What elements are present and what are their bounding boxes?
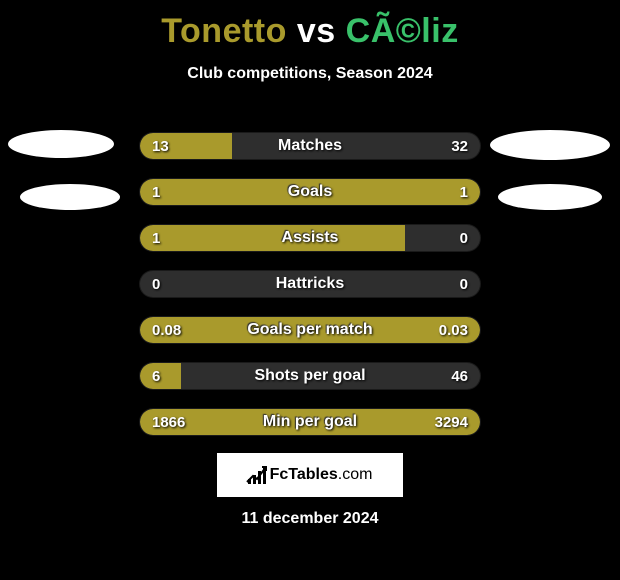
- stat-bar: 0.080.03Goals per match: [140, 317, 480, 343]
- stat-bar-fill: [140, 179, 480, 205]
- subtitle: Club competitions, Season 2024: [0, 65, 620, 83]
- player1-logo-bottom: [20, 184, 120, 210]
- stat-value-right: 46: [439, 363, 480, 389]
- stat-bar: 10Assists: [140, 225, 480, 251]
- stat-bar-fill: [140, 225, 405, 251]
- player2-name: CÃ©liz: [346, 12, 459, 50]
- stat-value-left: 0: [140, 271, 172, 297]
- stat-label: Hattricks: [140, 271, 480, 297]
- stat-value-right: 3294: [423, 409, 480, 435]
- page-title: Tonetto vs CÃ©liz: [0, 8, 620, 51]
- stats-bars: 1332Matches11Goals10Assists00Hattricks0.…: [140, 133, 480, 455]
- stat-bar: 1332Matches: [140, 133, 480, 159]
- stat-value-left: 1: [140, 179, 172, 205]
- stat-value-left: 1866: [140, 409, 197, 435]
- footer-brand-suffix: .com: [338, 466, 373, 483]
- stat-bar: 18663294Min per goal: [140, 409, 480, 435]
- player2-logo-top: [490, 130, 610, 160]
- date-label: 11 december 2024: [0, 510, 620, 528]
- stat-label: Shots per goal: [140, 363, 480, 389]
- stat-value-left: 6: [140, 363, 172, 389]
- stat-value-right: 0: [448, 271, 480, 297]
- stat-bar: 6 46Shots per goal: [140, 363, 480, 389]
- stat-value-left: 13: [140, 133, 181, 159]
- stat-value-right: 32: [439, 133, 480, 159]
- stat-value-right: 0: [448, 225, 480, 251]
- footer-logo: FcTables.com: [216, 452, 404, 498]
- vs-label: vs: [297, 12, 336, 50]
- stat-value-left: 1: [140, 225, 172, 251]
- barchart-icon: [248, 466, 266, 484]
- stat-bar: 11Goals: [140, 179, 480, 205]
- stat-bar: 0 0Hattricks: [140, 271, 480, 297]
- stat-value-right: 1: [448, 179, 480, 205]
- footer-brand-name: FcTables: [270, 466, 338, 483]
- comparison-card: Tonetto vs CÃ©liz Club competitions, Sea…: [0, 8, 620, 580]
- player1-logo-top: [8, 130, 114, 158]
- trendline-icon: [246, 464, 268, 486]
- stat-value-left: 0.08: [140, 317, 193, 343]
- footer-brand: FcTables.com: [270, 466, 373, 484]
- player2-logo-bottom: [498, 184, 602, 210]
- stat-value-right: 0.03: [427, 317, 480, 343]
- player1-name: Tonetto: [161, 12, 287, 50]
